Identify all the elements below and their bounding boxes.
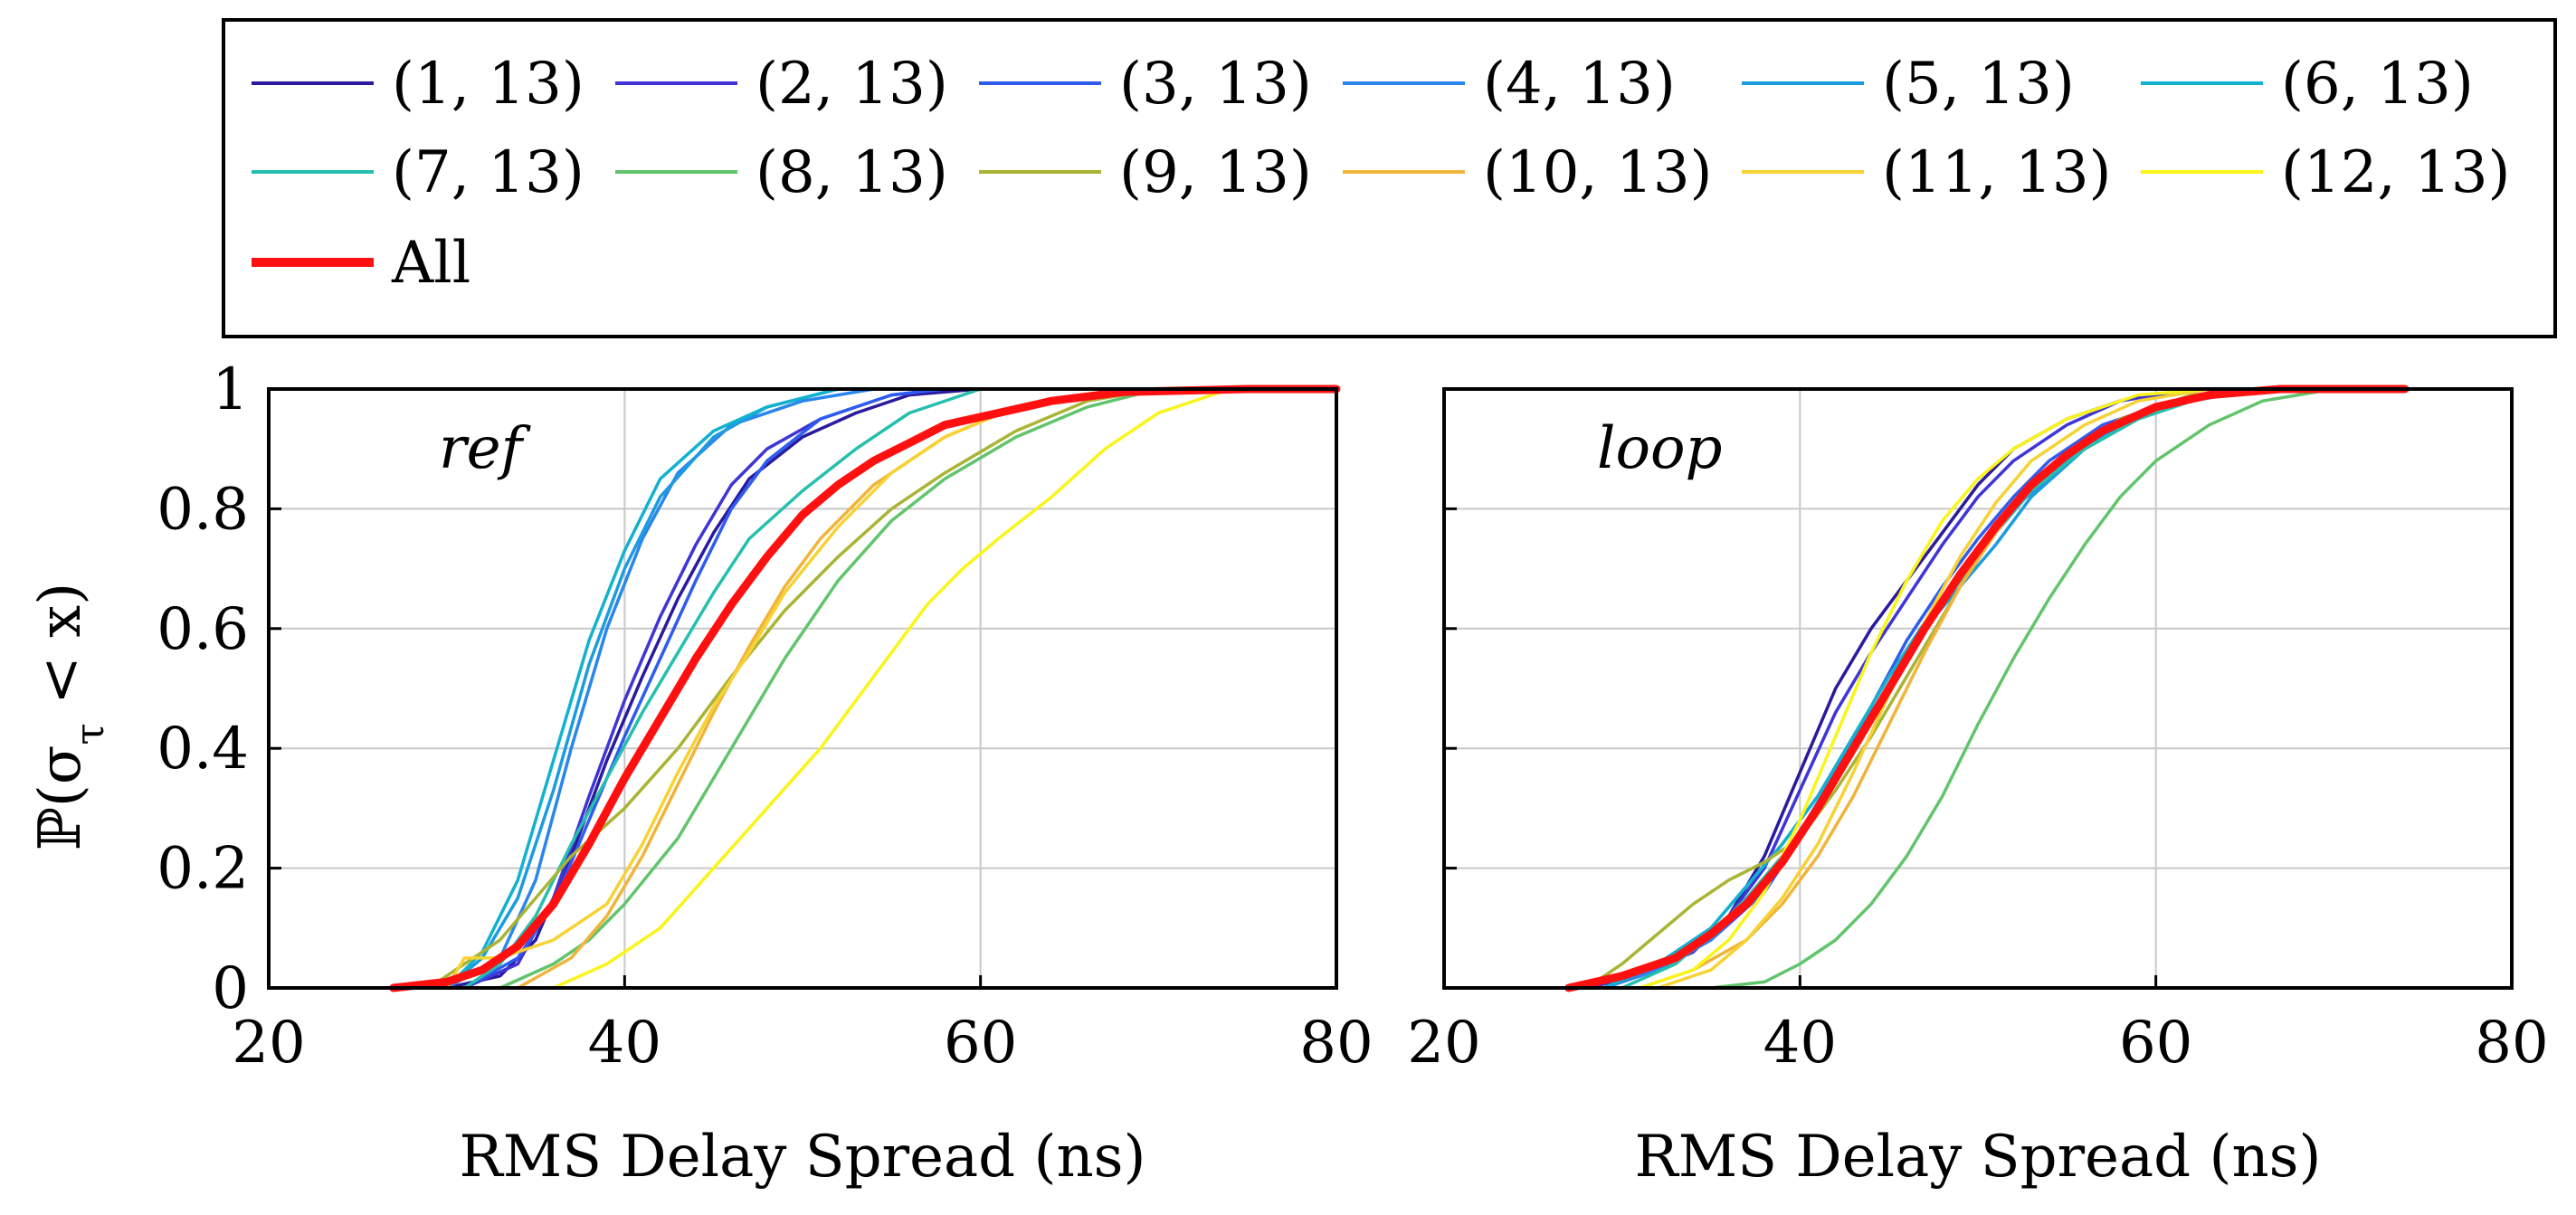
ref-xtick-label-20: 20 bbox=[232, 1010, 305, 1077]
ref-ytick-label-1: 1 bbox=[212, 356, 249, 423]
legend-entry-11-13: (11, 13) bbox=[1742, 139, 2112, 206]
y-axis-label: ℙ(στ < x) bbox=[27, 583, 113, 851]
ref-curve-7-13 bbox=[462, 387, 983, 990]
legend-frame bbox=[222, 18, 2557, 338]
panel-ref: 20 40 60 80 0 0.2 0.4 0.6 0.8 1 ref RMS Delay Spr… bbox=[157, 356, 1374, 1191]
loop-curve-all bbox=[1564, 384, 2410, 992]
ref-curve-11-13 bbox=[444, 387, 1125, 990]
panel-loop-curves bbox=[1564, 384, 2410, 992]
legend-entry-6-13: (6, 13) bbox=[2141, 51, 2474, 118]
legend-label-11-13: (11, 13) bbox=[1882, 139, 2112, 206]
legend-entry-8-13: (8, 13) bbox=[615, 139, 948, 206]
legend-label-6-13: (6, 13) bbox=[2281, 51, 2474, 118]
legend-label-all: All bbox=[391, 230, 471, 297]
panel-ref-label: ref bbox=[439, 415, 531, 482]
panel-loop-ticks: 20 40 60 80 bbox=[1407, 387, 2549, 1077]
panel-loop-xlabel: RMS Delay Spread (ns) bbox=[1635, 1124, 2322, 1191]
loop-xtick-label-20: 20 bbox=[1407, 1010, 1480, 1077]
legend-label-2-13: (2, 13) bbox=[756, 51, 948, 118]
panel-ref-frame bbox=[267, 387, 1338, 990]
ref-ytick-label-0-4: 0.4 bbox=[157, 716, 249, 783]
legend-entry-10-13: (10, 13) bbox=[1343, 139, 1713, 206]
panel-ref-xlabel: RMS Delay Spread (ns) bbox=[460, 1124, 1146, 1191]
y-axis-label-rest: < x) bbox=[27, 583, 94, 723]
ref-curve-9-13 bbox=[427, 387, 1161, 990]
loop-xtick-label-40: 40 bbox=[1763, 1010, 1837, 1077]
panel-ref-curves bbox=[389, 384, 1341, 992]
y-axis-label-sub: τ bbox=[67, 723, 113, 745]
ref-ytick-label-0-8: 0.8 bbox=[157, 476, 249, 543]
ref-curve-all bbox=[389, 384, 1341, 992]
ref-xtick-label-60: 60 bbox=[944, 1010, 1017, 1077]
ref-curve-8-13 bbox=[498, 387, 1161, 990]
loop-xtick-label-60: 60 bbox=[2119, 1010, 2192, 1077]
ref-curve-12-13 bbox=[551, 387, 1231, 990]
legend-entry-7-13: (7, 13) bbox=[252, 139, 585, 206]
ref-ytick-label-0: 0 bbox=[212, 955, 249, 1022]
panel-ref-grid bbox=[268, 388, 1337, 989]
ref-curve-6-13 bbox=[444, 387, 841, 990]
legend-entry-all: All bbox=[252, 230, 471, 297]
loop-curve-12-13 bbox=[1638, 387, 2211, 990]
legend-label-5-13: (5, 13) bbox=[1882, 51, 2075, 118]
legend-label-3-13: (3, 13) bbox=[1119, 51, 1312, 118]
ref-curve-1-13 bbox=[444, 387, 983, 990]
legend-entry-12-13: (12, 13) bbox=[2141, 139, 2511, 206]
legend: (1, 13) (2, 13) (3, 13) (4, 13) (5, 13) (6, 1… bbox=[222, 18, 2557, 338]
legend-label-12-13: (12, 13) bbox=[2281, 139, 2511, 206]
ref-curve-5-13 bbox=[444, 387, 841, 990]
legend-items: (1, 13) (2, 13) (3, 13) (4, 13) (5, 13) (6, 1… bbox=[252, 51, 2511, 297]
legend-entry-4-13: (4, 13) bbox=[1343, 51, 1676, 118]
y-axis-label-main: ℙ(σ bbox=[27, 745, 94, 850]
loop-xtick-label-80: 80 bbox=[2475, 1010, 2548, 1077]
ref-xtick-label-80: 80 bbox=[1299, 1010, 1373, 1077]
ref-ytick-label-0-2: 0.2 bbox=[157, 836, 249, 903]
legend-label-8-13: (8, 13) bbox=[756, 139, 948, 206]
loop-curve-8-13 bbox=[1709, 387, 2336, 990]
panel-loop-label: loop bbox=[1597, 415, 1723, 482]
legend-label-9-13: (9, 13) bbox=[1119, 139, 1312, 206]
legend-entry-1-13: (1, 13) bbox=[252, 51, 585, 118]
ref-ytick-label-0-6: 0.6 bbox=[157, 596, 249, 663]
legend-entry-2-13: (2, 13) bbox=[615, 51, 948, 118]
legend-entry-5-13: (5, 13) bbox=[1742, 51, 2075, 118]
panel-ref-ticks: 20 40 60 80 0 0.2 0.4 0.6 0.8 1 bbox=[157, 356, 1374, 1077]
panel-loop-frame bbox=[1442, 387, 2514, 990]
ref-xtick-label-40: 40 bbox=[588, 1010, 661, 1077]
legend-label-4-13: (4, 13) bbox=[1483, 51, 1676, 118]
panel-loop: 20 40 60 80 loop RMS Delay Spread (ns) bbox=[1407, 384, 2549, 1191]
legend-label-1-13: (1, 13) bbox=[392, 51, 585, 118]
legend-entry-9-13: (9, 13) bbox=[979, 139, 1312, 206]
legend-label-7-13: (7, 13) bbox=[392, 139, 585, 206]
legend-label-10-13: (10, 13) bbox=[1483, 139, 1713, 206]
legend-entry-3-13: (3, 13) bbox=[979, 51, 1312, 118]
